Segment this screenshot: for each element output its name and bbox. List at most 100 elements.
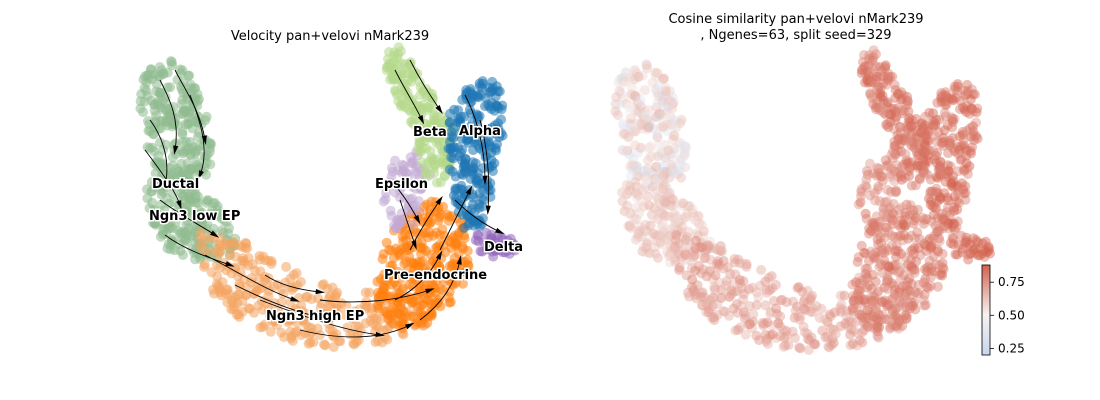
cell-point (704, 304, 715, 315)
cell-point (682, 232, 693, 243)
cluster-label-ductal: Ductal (152, 177, 199, 192)
cell-point (652, 112, 663, 122)
cell-point (677, 251, 688, 262)
cell-point (429, 168, 440, 178)
cell-point (450, 238, 461, 249)
cell-point (671, 212, 682, 223)
cell-point (663, 233, 674, 244)
cell-point (622, 208, 633, 219)
cell-point (661, 188, 672, 199)
cell-point (857, 275, 868, 286)
streamline-arrowhead (173, 145, 179, 155)
cell-point (651, 230, 662, 241)
cell-point (215, 241, 226, 251)
cell-point (961, 150, 972, 161)
cell-point (674, 165, 685, 176)
cell-point (628, 73, 639, 84)
cell-point (659, 73, 670, 84)
cell-point (645, 116, 656, 127)
cell-point (641, 114, 652, 125)
cell-point (652, 171, 663, 182)
cell-point (646, 209, 657, 220)
cell-point (475, 81, 485, 92)
cell-point (880, 155, 891, 166)
cell-point (664, 188, 675, 198)
cell-point (181, 219, 192, 230)
cell-point (410, 168, 421, 179)
cell-point (794, 342, 805, 353)
cell-point (694, 218, 705, 229)
cell-point (668, 194, 679, 205)
cell-point (145, 64, 156, 75)
cell-point (424, 103, 435, 114)
cell-point (702, 240, 713, 251)
cell-point (654, 109, 665, 120)
cell-point (324, 324, 335, 335)
cell-point (364, 287, 375, 298)
cell-point (624, 125, 635, 136)
cell-point (656, 147, 667, 158)
cell-point (212, 205, 223, 215)
cell-point (395, 273, 406, 284)
cell-point (490, 91, 501, 102)
cell-point (661, 166, 671, 177)
cell-point (180, 119, 191, 130)
cell-point (639, 166, 650, 176)
cell-point (473, 179, 484, 190)
cell-point (700, 247, 710, 257)
cell-point (452, 183, 463, 194)
cell-point (797, 286, 808, 297)
cell-point (872, 321, 883, 332)
cell-point (621, 98, 632, 109)
cell-point (939, 125, 950, 136)
cell-point (446, 152, 457, 163)
cell-point (962, 249, 973, 260)
cell-point (626, 89, 637, 100)
cell-point (731, 299, 742, 309)
cell-point (399, 258, 410, 269)
cell-point (733, 324, 744, 335)
cell-point (656, 231, 667, 242)
cell-point (302, 291, 313, 302)
cell-point (394, 288, 404, 298)
cell-point (485, 234, 496, 245)
cell-point (633, 171, 644, 181)
cell-point (473, 92, 484, 103)
cell-point (904, 171, 915, 181)
cell-point (730, 269, 741, 280)
cell-point (655, 122, 666, 133)
cell-point (663, 101, 674, 112)
cell-point (636, 120, 647, 131)
cell-point (890, 303, 901, 314)
cell-point (803, 345, 814, 355)
cell-point (658, 122, 668, 133)
cell-point (666, 118, 677, 129)
cell-point (861, 213, 872, 224)
cell-point (386, 210, 397, 221)
cell-point (643, 105, 654, 115)
cell-point (799, 303, 810, 314)
cell-point (867, 55, 878, 66)
cell-point (671, 210, 682, 221)
cell-point (867, 300, 878, 310)
cell-point (390, 222, 401, 233)
cell-point (623, 221, 634, 231)
cell-point (854, 335, 865, 346)
cell-point (412, 291, 423, 302)
colorbar-tick-label: 0.25 (998, 341, 1025, 355)
cell-point (640, 113, 651, 124)
cell-point (680, 142, 691, 153)
cell-point (775, 321, 786, 332)
cell-point (466, 166, 477, 177)
cell-point (165, 172, 176, 183)
cell-point (676, 253, 687, 264)
cell-point (881, 119, 891, 130)
cell-point (661, 200, 672, 211)
cell-point (650, 173, 661, 184)
cell-point (624, 149, 635, 160)
cell-point (667, 103, 678, 114)
cell-point (180, 105, 191, 116)
cell-point (487, 246, 498, 257)
cell-point (965, 94, 976, 105)
